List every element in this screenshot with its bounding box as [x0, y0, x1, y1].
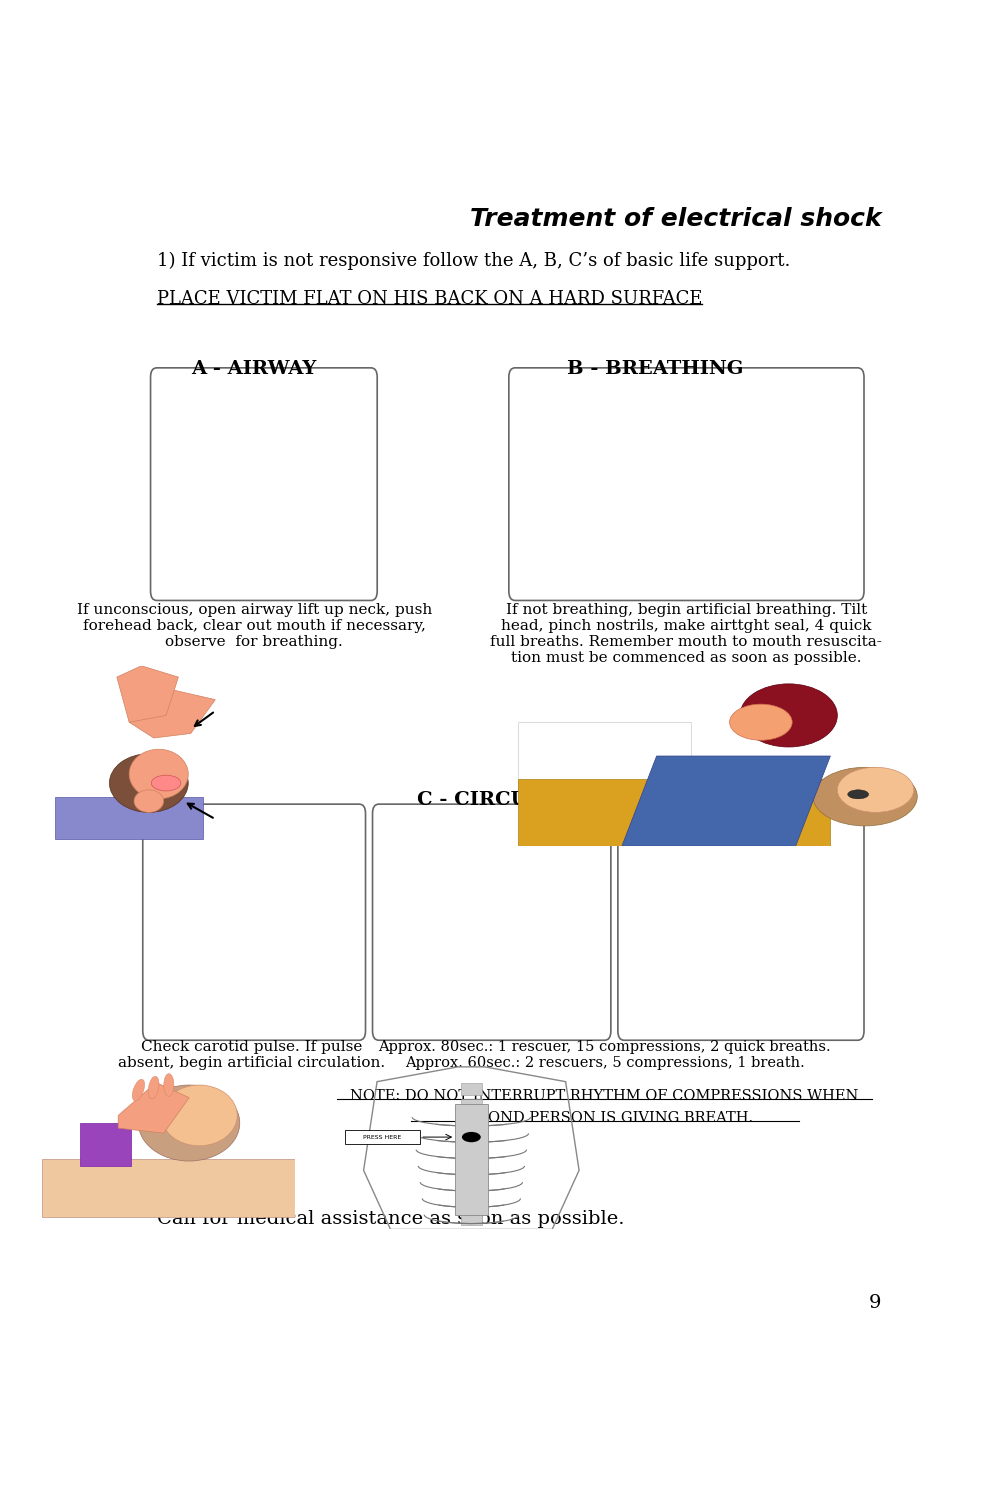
Ellipse shape: [164, 1073, 174, 1097]
Ellipse shape: [110, 755, 188, 812]
Text: Check carotid pulse. If pulse
absent, begin artificial circulation.: Check carotid pulse. If pulse absent, be…: [119, 1040, 385, 1070]
Ellipse shape: [161, 1085, 237, 1145]
Bar: [460, 1181, 482, 1192]
Polygon shape: [80, 1123, 131, 1166]
Bar: [460, 1196, 482, 1208]
Bar: [460, 1115, 482, 1127]
Ellipse shape: [837, 767, 914, 812]
Bar: [460, 1132, 482, 1144]
Polygon shape: [518, 723, 691, 791]
Ellipse shape: [134, 789, 164, 812]
Ellipse shape: [730, 703, 792, 739]
Bar: [460, 1099, 482, 1111]
Text: PLACE VICTIM FLAT ON HIS BACK ON A HARD SURFACE: PLACE VICTIM FLAT ON HIS BACK ON A HARD …: [157, 290, 702, 308]
Ellipse shape: [149, 1076, 159, 1099]
Ellipse shape: [133, 1079, 145, 1102]
Ellipse shape: [813, 767, 918, 827]
Circle shape: [462, 1132, 480, 1142]
Polygon shape: [117, 666, 179, 723]
Bar: [460, 1148, 482, 1160]
Text: NOTE: DO NOT INTERRUPT RHYTHM OF COMPRESSIONS WHEN: NOTE: DO NOT INTERRUPT RHYTHM OF COMPRES…: [351, 1088, 859, 1103]
Ellipse shape: [129, 748, 188, 800]
Polygon shape: [119, 1082, 189, 1133]
FancyBboxPatch shape: [509, 368, 864, 601]
Polygon shape: [622, 756, 830, 846]
Polygon shape: [129, 688, 215, 738]
Text: If not breathing, begin artificial breathing. Tilt
head, pinch nostrils, make ai: If not breathing, begin artificial breat…: [490, 603, 882, 666]
Bar: [460, 1165, 482, 1177]
Text: 9: 9: [868, 1294, 881, 1312]
FancyBboxPatch shape: [373, 804, 611, 1040]
Text: If unconscious, open airway lift up neck, push
forehead back, clear out mouth if: If unconscious, open airway lift up neck…: [76, 603, 432, 649]
Text: Treatment of electrical shock: Treatment of electrical shock: [469, 207, 881, 231]
Text: B - BREATHING: B - BREATHING: [567, 359, 744, 377]
Text: Call for medical assistance as soon as possible.: Call for medical assistance as soon as p…: [157, 1210, 624, 1228]
Text: PRESS HERE: PRESS HERE: [364, 1135, 402, 1139]
Ellipse shape: [740, 684, 837, 747]
Text: SECOND PERSON IS GIVING BREATH.: SECOND PERSON IS GIVING BREATH.: [456, 1111, 753, 1124]
Polygon shape: [55, 797, 203, 839]
Text: Approx. 80sec.: 1 rescuer, 15 compressions, 2 quick breaths.
Approx. 60sec.: 2 r: Approx. 80sec.: 1 rescuer, 15 compressio…: [378, 1040, 831, 1070]
Text: 1) If victim is not responsive follow the A, B, C’s of basic life support.: 1) If victim is not responsive follow th…: [157, 253, 790, 271]
Ellipse shape: [139, 1085, 240, 1160]
Bar: [345, 1130, 420, 1144]
Bar: [455, 1103, 487, 1214]
Text: C - CIRCULATION: C - CIRCULATION: [417, 792, 613, 810]
Polygon shape: [42, 1159, 295, 1217]
Ellipse shape: [152, 776, 181, 791]
Polygon shape: [518, 779, 830, 846]
Text: A - AIRWAY: A - AIRWAY: [191, 359, 317, 377]
FancyBboxPatch shape: [618, 804, 864, 1040]
Ellipse shape: [848, 791, 868, 800]
FancyBboxPatch shape: [151, 368, 377, 601]
Bar: [460, 1084, 482, 1096]
Bar: [460, 1213, 482, 1225]
FancyBboxPatch shape: [143, 804, 366, 1040]
